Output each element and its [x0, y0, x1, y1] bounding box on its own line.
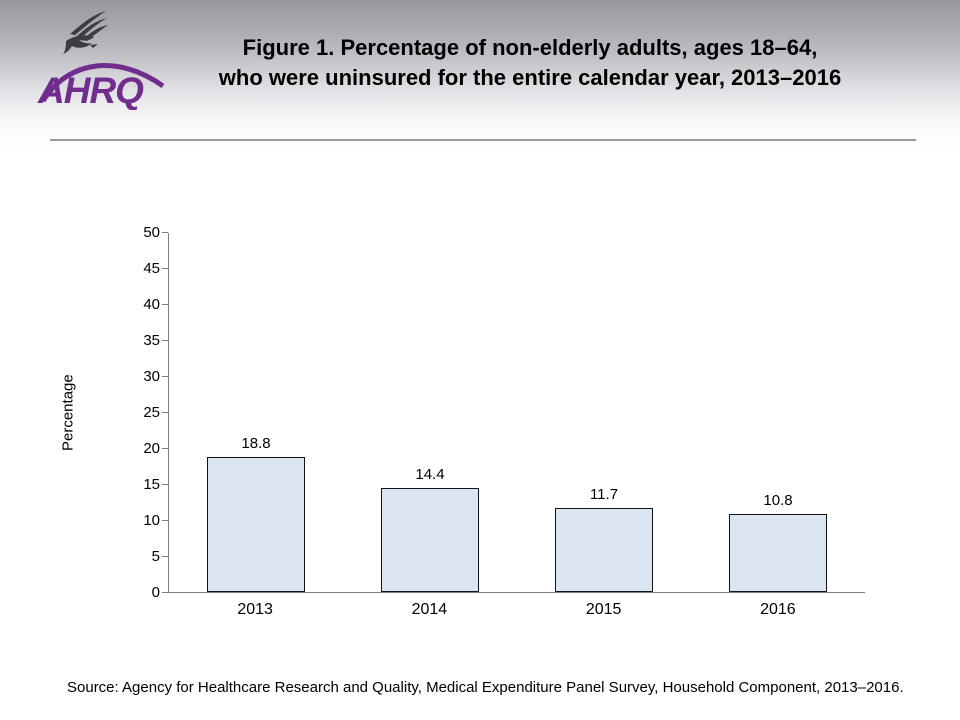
bar-value-label: 10.8 — [763, 492, 793, 510]
x-tick-label: 2015 — [585, 601, 622, 618]
y-tick-label: 10 — [143, 512, 160, 529]
y-tick-label: 0 — [151, 584, 160, 601]
bar-value-label: 11.7 — [589, 485, 619, 503]
figure-title-line1: Figure 1. Percentage of non-elderly adul… — [242, 35, 818, 60]
bar-slot: 11.7 — [517, 233, 691, 592]
y-tick-label: 35 — [143, 332, 160, 349]
x-axis-labels: 2013 2014 2015 2016 — [168, 601, 865, 619]
y-tick-mark — [162, 592, 168, 593]
bar-value-label: 14.4 — [415, 466, 445, 484]
bar — [207, 456, 305, 592]
y-tick-label: 20 — [143, 440, 160, 457]
x-tick-label: 2014 — [411, 601, 448, 618]
header-divider — [50, 139, 916, 141]
y-tick-mark — [162, 340, 168, 341]
y-tick-mark — [162, 304, 168, 305]
y-tick-label: 45 — [143, 260, 160, 277]
y-tick-label: 30 — [143, 368, 160, 385]
bar-slot: 14.4 — [343, 233, 517, 592]
plot-area: 0 5 10 15 20 25 30 35 40 45 50 18.8 14.4 11.7 10.8 — [143, 225, 865, 601]
y-tick-mark — [162, 448, 168, 449]
y-tick-mark — [162, 376, 168, 377]
bar-value-label: 18.8 — [241, 434, 271, 452]
x-tick-label: 2016 — [760, 601, 796, 618]
ahrq-wordmark: AHRQ — [37, 63, 165, 110]
y-tick-mark — [162, 232, 168, 233]
hhs-eagle-icon — [63, 11, 108, 54]
y-tick-mark — [162, 268, 168, 269]
bar — [381, 488, 479, 592]
ahrq-logo: AHRQ — [36, 6, 176, 110]
y-axis-title: Percentage — [59, 374, 77, 452]
x-tick-label: 2013 — [237, 601, 273, 618]
bar-slot: 18.8 — [169, 233, 343, 592]
bar — [729, 514, 827, 592]
y-tick-label: 40 — [143, 296, 160, 313]
figure-title-line2: who were uninsured for the entire calend… — [218, 65, 842, 90]
y-tick-mark — [162, 412, 168, 413]
y-tick-mark — [162, 556, 168, 557]
bar — [555, 507, 653, 592]
y-tick-mark — [162, 520, 168, 521]
y-tick-mark — [162, 484, 168, 485]
bar-slot: 10.8 — [691, 233, 865, 592]
y-tick-label: 25 — [143, 404, 160, 421]
y-tick-label: 50 — [143, 224, 160, 241]
y-tick-label: 5 — [151, 548, 160, 565]
source-note: Source: Agency for Healthcare Research a… — [67, 679, 904, 696]
figure-title: Figure 1. Percentage of non-elderly adul… — [150, 33, 910, 93]
y-tick-label: 15 — [143, 476, 160, 493]
svg-text:AHRQ: AHRQ — [37, 70, 144, 110]
